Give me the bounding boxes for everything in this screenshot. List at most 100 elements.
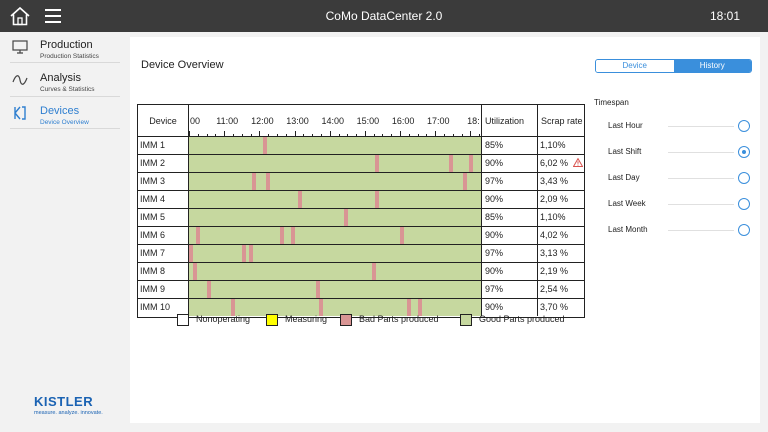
legend-swatch: [177, 314, 189, 326]
table-row[interactable]: IMM 7 97% 3,13 %: [138, 245, 584, 263]
device-name: IMM 6: [140, 230, 166, 240]
monitor-icon: [12, 40, 28, 54]
table-row[interactable]: IMM 2 90% 6,02 %: [138, 155, 584, 173]
menu-icon[interactable]: [45, 9, 61, 23]
device-timeline: [188, 155, 481, 172]
radio-button[interactable]: [738, 120, 750, 132]
table-header: Device 00 11:00 12:00 13:00 14:00 15:00 16:00 1…: [138, 105, 584, 137]
sidebar-item-analysis[interactable]: Analysis Curves & Statistics: [10, 70, 120, 102]
bad-parts-marker: [400, 227, 405, 244]
device-name: IMM 8: [140, 266, 166, 276]
scrap-rate-value: 3,13 %: [540, 248, 569, 258]
table-row[interactable]: IMM 10 90% 3,70 %: [138, 299, 584, 317]
logo-tagline: measure. analyze. innovate.: [34, 410, 103, 416]
tab-history[interactable]: History: [673, 60, 751, 72]
app-title: CoMo DataCenter 2.0: [325, 9, 443, 23]
main-panel: Device Overview Device History Device 00…: [130, 37, 760, 423]
page-title: Device Overview: [141, 59, 224, 71]
scrap-rate-cell: 4,02 %: [537, 227, 585, 244]
divider: [10, 96, 120, 97]
sidebar-item-production[interactable]: Production Production Statistics: [10, 37, 120, 69]
radio-button[interactable]: [738, 172, 750, 184]
device-name: IMM 7: [140, 248, 166, 258]
bad-parts-marker: [371, 263, 376, 280]
time-axis-tick: [391, 134, 393, 137]
devices-icon: [14, 106, 26, 120]
timespan-option[interactable]: Last Shift: [608, 145, 750, 159]
table-row[interactable]: IMM 6 90% 4,02 %: [138, 227, 584, 245]
time-axis-tick: [364, 131, 366, 137]
time-axis-tick: [232, 134, 234, 137]
sidebar-item-devices[interactable]: Devices Device Overview: [10, 103, 120, 135]
device-timeline: [188, 137, 481, 154]
device-name: IMM 3: [140, 176, 166, 186]
device-name: IMM 5: [140, 212, 166, 222]
curve-icon: [12, 75, 28, 85]
divider: [668, 230, 734, 231]
scrap-rate-cell: 3,43 %: [537, 173, 585, 190]
radio-button[interactable]: [738, 146, 750, 158]
good-parts-bar: [189, 299, 481, 316]
column-header-utilization: Utilization: [481, 105, 536, 137]
bad-parts-marker: [262, 137, 267, 154]
sidebar-item-label: Production: [40, 39, 93, 51]
bad-parts-marker: [291, 227, 296, 244]
scrap-rate-cell: 1,10%: [537, 209, 585, 226]
time-axis-tick: [338, 134, 340, 137]
timespan-option[interactable]: Last Day: [608, 171, 750, 185]
utilization-value: 90%: [481, 263, 536, 280]
view-toggle: Device History: [595, 59, 752, 73]
time-axis-tick: [189, 131, 190, 137]
radio-button[interactable]: [738, 198, 750, 210]
bad-parts-marker: [375, 191, 380, 208]
table-row[interactable]: IMM 1 85% 1,10%: [138, 137, 584, 155]
time-axis-label: 00: [189, 116, 201, 126]
time-axis-tick: [241, 134, 243, 137]
tab-device[interactable]: Device: [596, 60, 674, 72]
time-axis-tick: [356, 134, 358, 137]
home-icon[interactable]: [9, 6, 31, 26]
bad-parts-marker: [315, 281, 320, 298]
device-timeline: [188, 263, 481, 280]
bad-parts-marker: [252, 173, 257, 190]
legend-label: Measuring: [285, 314, 328, 324]
time-axis-tick: [461, 134, 463, 137]
time-axis-label: 16:00: [391, 116, 415, 126]
bad-parts-marker: [463, 173, 468, 190]
time-axis-tick: [426, 134, 428, 137]
logo-brand: KISTLER: [34, 394, 94, 409]
table-row[interactable]: IMM 5 85% 1,10%: [138, 209, 584, 227]
time-axis: 00 11:00 12:00 13:00 14:00 15:00 16:00 17:00 18:: [189, 105, 481, 137]
column-header-scrap-rate: Scrap rate: [537, 105, 585, 137]
time-axis-label: 14:00: [321, 116, 344, 126]
sidebar-item-sublabel: Production Statistics: [40, 53, 99, 60]
device-history-table: Device 00 11:00 12:00 13:00 14:00 15:00 16:00 1…: [137, 104, 585, 318]
scrap-rate-cell: 2,19 %: [537, 263, 585, 280]
timespan-option[interactable]: Last Week: [608, 197, 750, 211]
timespan-option-label: Last Hour: [608, 121, 643, 130]
time-axis-tick: [417, 134, 419, 137]
table-body: IMM 1 85% 1,10% IMM 2 90% 6,02 % IMM 3 97% 3,43 …: [138, 137, 584, 317]
table-row[interactable]: IMM 3 97% 3,43 %: [138, 173, 584, 191]
table-row[interactable]: IMM 8 90% 2,19 %: [138, 263, 584, 281]
sidebar: Production Production Statistics Analysi…: [0, 32, 130, 432]
clock: 18:01: [709, 9, 740, 23]
device-timeline: [188, 191, 481, 208]
good-parts-bar: [189, 137, 481, 154]
time-axis-tick: [276, 134, 278, 137]
time-axis-tick: [329, 131, 331, 137]
table-row[interactable]: IMM 9 97% 2,54 %: [138, 281, 584, 299]
timespan-option[interactable]: Last Month: [608, 223, 750, 237]
time-axis-label: 18:: [467, 116, 480, 126]
table-row[interactable]: IMM 4 90% 2,09 %: [138, 191, 584, 209]
scrap-rate-value: 2,09 %: [540, 194, 569, 204]
radio-button[interactable]: [738, 224, 750, 236]
timespan-option[interactable]: Last Hour: [608, 119, 750, 133]
time-axis-tick: [320, 134, 322, 137]
scrap-rate-cell: 1,10%: [537, 137, 585, 154]
legend-label: Good Parts produced: [479, 314, 565, 324]
column-header-device: Device: [149, 116, 177, 126]
utilization-value: 97%: [481, 173, 536, 190]
good-parts-bar: [189, 263, 481, 280]
device-name: IMM 1: [140, 140, 166, 150]
